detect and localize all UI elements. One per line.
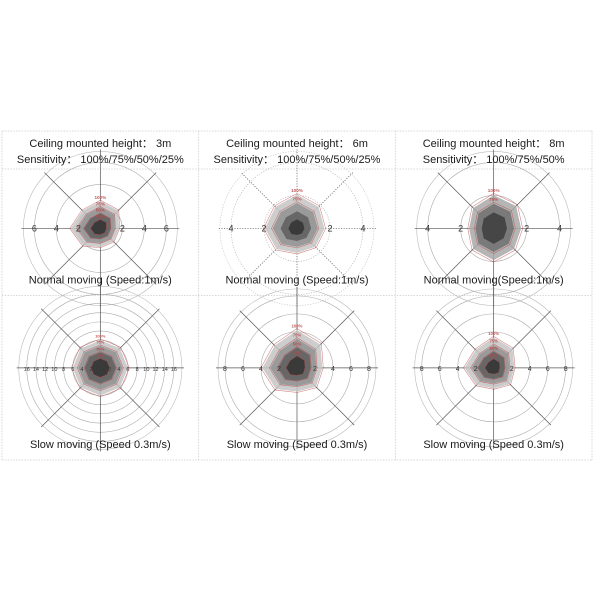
svg-text:16: 16: [171, 367, 177, 373]
svg-text:Normal moving (Speed:1m/s): Normal moving (Speed:1m/s): [29, 275, 172, 287]
svg-text:2: 2: [458, 224, 463, 234]
svg-text:6: 6: [241, 366, 245, 373]
svg-text:Sensitivity： 100%/75%/50%/25%: Sensitivity： 100%/75%/50%/25%: [17, 154, 184, 166]
svg-text:2: 2: [327, 224, 332, 234]
svg-text:25%: 25%: [96, 353, 104, 358]
svg-text:8: 8: [564, 366, 568, 373]
svg-text:10: 10: [143, 367, 149, 373]
svg-text:12: 12: [42, 367, 48, 373]
svg-text:8: 8: [367, 366, 371, 373]
svg-text:2: 2: [524, 224, 529, 234]
svg-text:50%: 50%: [489, 346, 498, 351]
svg-text:6: 6: [164, 224, 169, 234]
svg-text:25%: 25%: [96, 214, 105, 219]
svg-text:4: 4: [228, 224, 233, 234]
svg-text:Slow moving (Speed 0.3m/s): Slow moving (Speed 0.3m/s): [423, 439, 564, 451]
svg-text:8: 8: [420, 366, 424, 373]
svg-text:50%: 50%: [96, 346, 104, 351]
svg-text:4: 4: [142, 224, 147, 234]
svg-text:4: 4: [456, 366, 460, 373]
svg-text:75%: 75%: [293, 332, 302, 337]
svg-text:Ceiling mounted height： 6m: Ceiling mounted height： 6m: [226, 138, 368, 150]
svg-text:75%: 75%: [96, 201, 105, 206]
svg-text:4: 4: [557, 224, 562, 234]
svg-text:2: 2: [474, 366, 478, 373]
svg-text:100%: 100%: [488, 331, 499, 336]
svg-text:4: 4: [528, 366, 532, 373]
svg-text:Slow moving (Speed 0.3m/s): Slow moving (Speed 0.3m/s): [227, 439, 368, 451]
svg-text:10: 10: [51, 367, 57, 373]
svg-text:100%: 100%: [488, 188, 500, 193]
svg-text:100%: 100%: [292, 323, 303, 328]
svg-text:4: 4: [331, 366, 335, 373]
svg-text:4: 4: [425, 224, 430, 234]
svg-text:75%: 75%: [489, 197, 498, 202]
svg-text:2: 2: [510, 366, 514, 373]
svg-text:8: 8: [136, 367, 139, 373]
svg-text:Sensitivity： 100%/75%/50%/25%: Sensitivity： 100%/75%/50%/25%: [214, 154, 381, 166]
svg-text:4: 4: [117, 367, 120, 373]
svg-text:75%: 75%: [96, 340, 104, 345]
svg-text:4: 4: [54, 224, 59, 234]
svg-text:4: 4: [80, 367, 83, 373]
svg-text:50%: 50%: [96, 208, 105, 213]
svg-text:25%: 25%: [489, 353, 498, 358]
svg-text:Normal moving (Speed:1m/s): Normal moving (Speed:1m/s): [225, 275, 368, 287]
svg-text:14: 14: [162, 367, 168, 373]
svg-text:25%: 25%: [293, 350, 302, 355]
svg-text:Normal moving(Speed:1m/s): Normal moving(Speed:1m/s): [424, 275, 564, 287]
svg-text:75%: 75%: [489, 339, 498, 344]
svg-text:2: 2: [120, 224, 125, 234]
svg-text:100%: 100%: [291, 188, 303, 193]
svg-text:Slow moving (Speed 0.3m/s): Slow moving (Speed 0.3m/s): [30, 439, 171, 451]
svg-text:100%: 100%: [94, 195, 106, 200]
svg-text:6: 6: [349, 366, 353, 373]
svg-text:14: 14: [33, 367, 39, 373]
svg-text:Ceiling mounted height： 8m: Ceiling mounted height： 8m: [423, 138, 565, 150]
svg-text:Ceiling mounted height： 3m: Ceiling mounted height： 3m: [29, 138, 171, 150]
svg-text:6: 6: [546, 366, 550, 373]
svg-text:8: 8: [223, 366, 227, 373]
svg-text:100%: 100%: [95, 334, 106, 339]
svg-text:6: 6: [32, 224, 37, 234]
svg-text:12: 12: [152, 367, 158, 373]
svg-text:75%: 75%: [292, 197, 301, 202]
svg-text:16: 16: [24, 367, 30, 373]
svg-text:Sensitivity： 100%/75%/50%: Sensitivity： 100%/75%/50%: [423, 154, 565, 166]
svg-text:6: 6: [438, 366, 442, 373]
svg-text:50%: 50%: [293, 341, 302, 346]
svg-text:4: 4: [360, 224, 365, 234]
svg-text:8: 8: [62, 367, 65, 373]
